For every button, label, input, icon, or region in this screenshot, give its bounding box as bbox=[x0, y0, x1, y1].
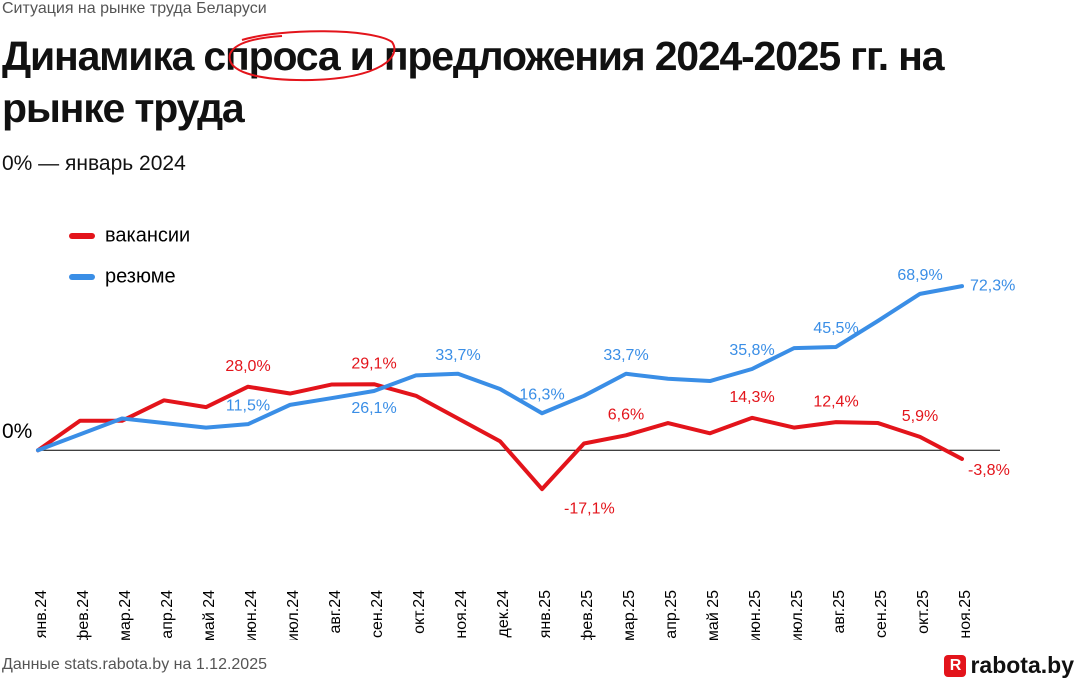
data-label: 11,5% bbox=[226, 397, 270, 414]
x-tick-label: июн.25 bbox=[747, 590, 764, 640]
x-tick-label: сен.25 bbox=[873, 590, 890, 638]
x-tick-label: ноя.24 bbox=[453, 590, 470, 639]
series-line bbox=[36, 284, 964, 453]
x-tick-label: сен.24 bbox=[369, 590, 386, 638]
data-label: 68,9% bbox=[897, 267, 942, 284]
data-label: 5,9% bbox=[902, 408, 938, 425]
kicker: Ситуация на рынке труда Беларуси bbox=[2, 0, 267, 17]
logo-text: rabota.by bbox=[970, 652, 1074, 678]
x-tick-label: фев.24 bbox=[75, 590, 92, 640]
y-tick-label: 0% bbox=[2, 420, 32, 443]
x-tick-label: дек.24 bbox=[495, 590, 512, 638]
series-line bbox=[36, 382, 964, 492]
x-tick-label: мар.25 bbox=[621, 590, 638, 640]
x-tick-label: май 25 bbox=[705, 590, 722, 640]
x-tick-label: окт.24 bbox=[411, 590, 428, 634]
x-tick-label: июл.24 bbox=[285, 590, 302, 640]
x-tick-label: авг.24 bbox=[327, 590, 344, 634]
data-label: 29,1% bbox=[351, 355, 396, 372]
data-label: 33,7% bbox=[435, 347, 480, 364]
x-tick-label: апр.25 bbox=[663, 590, 680, 639]
data-label: 26,1% bbox=[351, 400, 396, 417]
data-label: 6,6% bbox=[608, 407, 644, 424]
chart: 0% янв.24 фев.24 мар.24 апр.24 май 24 июн.24 ию… bbox=[2, 224, 1015, 640]
legend-label: вакансии bbox=[105, 224, 190, 246]
x-tick-label: фев.25 bbox=[579, 590, 596, 640]
x-tick-label: мар.24 bbox=[117, 590, 134, 640]
data-label: 14,3% bbox=[729, 389, 774, 406]
data-label: 12,4% bbox=[813, 393, 858, 410]
data-label: 45,5% bbox=[813, 320, 858, 337]
x-tick-label: янв.24 bbox=[33, 590, 50, 638]
data-label: 72,3% bbox=[970, 277, 1015, 294]
x-tick-label: окт.25 bbox=[915, 590, 932, 634]
logo-icon: R bbox=[944, 654, 967, 677]
x-tick-label: май 24 bbox=[201, 590, 218, 640]
x-tick-label: июл.25 bbox=[789, 590, 806, 640]
data-label: 16,3% bbox=[519, 386, 564, 403]
x-tick-label: ноя.25 bbox=[957, 590, 974, 639]
data-label: 33,7% bbox=[603, 347, 648, 364]
x-tick-label: июн.24 bbox=[243, 590, 260, 640]
data-label: 35,8% bbox=[729, 342, 774, 359]
x-tick-label: апр.24 bbox=[159, 590, 176, 639]
source: Данные stats.rabota.by на 1.12.2025 bbox=[2, 656, 267, 673]
data-label: -3,8% bbox=[968, 462, 1010, 479]
x-tick-label: авг.25 bbox=[831, 590, 848, 634]
data-label: 28,0% bbox=[225, 358, 270, 375]
legend-label: резюме bbox=[105, 265, 176, 287]
highlight-ellipse bbox=[228, 30, 396, 82]
x-tick-label: янв.25 bbox=[537, 590, 554, 638]
subtitle: 0% — январь 2024 bbox=[2, 152, 186, 175]
data-label: -17,1% bbox=[564, 500, 615, 517]
chart-title: Динамика спроса и предложения 2024-2025 … bbox=[2, 33, 945, 131]
